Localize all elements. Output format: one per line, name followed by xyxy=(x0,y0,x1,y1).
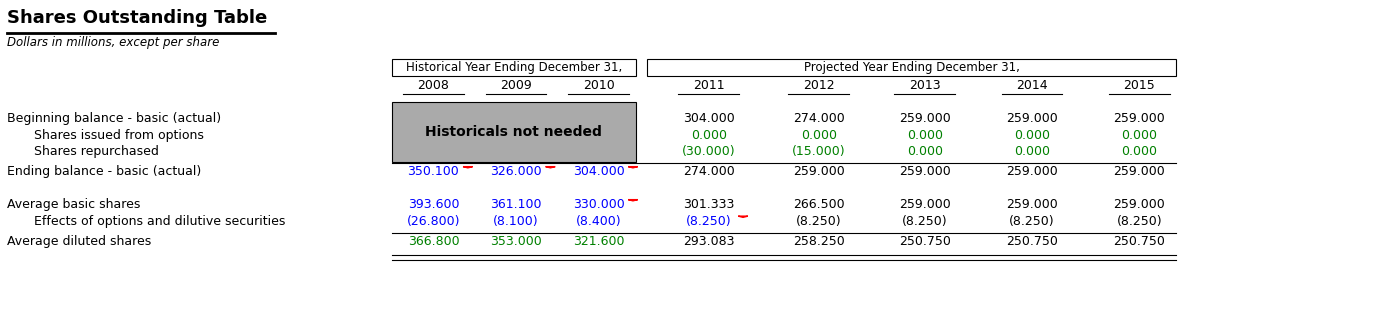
Text: 259.000: 259.000 xyxy=(1113,112,1165,125)
Text: 361.100: 361.100 xyxy=(490,198,542,211)
Text: 2015: 2015 xyxy=(1123,79,1156,92)
Text: 259.000: 259.000 xyxy=(1006,112,1058,125)
Text: 259.000: 259.000 xyxy=(899,198,951,211)
Polygon shape xyxy=(739,216,749,217)
Text: 0.000: 0.000 xyxy=(1121,145,1157,158)
Text: 0.000: 0.000 xyxy=(907,145,943,158)
Text: Shares Outstanding Table: Shares Outstanding Table xyxy=(7,9,267,27)
Text: 301.333: 301.333 xyxy=(682,198,735,211)
Text: 259.000: 259.000 xyxy=(899,112,951,125)
Text: 0.000: 0.000 xyxy=(801,129,837,142)
Bar xyxy=(392,59,636,76)
Text: (8.250): (8.250) xyxy=(1116,214,1163,228)
Text: 250.750: 250.750 xyxy=(1006,235,1058,248)
Text: 259.000: 259.000 xyxy=(1006,198,1058,211)
Text: 366.800: 366.800 xyxy=(407,235,460,248)
Text: Beginning balance - basic (actual): Beginning balance - basic (actual) xyxy=(7,112,222,125)
Text: Effects of options and dilutive securities: Effects of options and dilutive securiti… xyxy=(34,214,286,228)
Polygon shape xyxy=(545,167,556,168)
Text: 353.000: 353.000 xyxy=(490,235,542,248)
Text: 0.000: 0.000 xyxy=(691,129,727,142)
Text: 330.000: 330.000 xyxy=(572,198,625,211)
Text: Historical Year Ending December 31,: Historical Year Ending December 31, xyxy=(406,61,622,74)
Text: 350.100: 350.100 xyxy=(407,165,460,178)
Text: 0.000: 0.000 xyxy=(1121,129,1157,142)
Text: Ending balance - basic (actual): Ending balance - basic (actual) xyxy=(7,165,201,178)
Text: Average diluted shares: Average diluted shares xyxy=(7,235,151,248)
Text: 2012: 2012 xyxy=(804,79,834,92)
Text: (8.400): (8.400) xyxy=(575,214,622,228)
Text: 2009: 2009 xyxy=(499,79,533,92)
Text: (26.800): (26.800) xyxy=(407,214,460,228)
Text: 259.000: 259.000 xyxy=(1006,165,1058,178)
Text: (8.250): (8.250) xyxy=(795,214,842,228)
Text: 2011: 2011 xyxy=(694,79,724,92)
Bar xyxy=(647,59,1176,76)
Text: Historicals not needed: Historicals not needed xyxy=(425,125,603,139)
Text: 0.000: 0.000 xyxy=(907,129,943,142)
Text: 293.083: 293.083 xyxy=(682,235,735,248)
Text: 321.600: 321.600 xyxy=(572,235,625,248)
Text: 274.000: 274.000 xyxy=(793,112,845,125)
Text: (15.000): (15.000) xyxy=(793,145,845,158)
Text: 2008: 2008 xyxy=(417,79,450,92)
Text: Dollars in millions, except per share: Dollars in millions, except per share xyxy=(7,36,219,49)
Text: Projected Year Ending December 31,: Projected Year Ending December 31, xyxy=(804,61,1020,74)
Text: 259.000: 259.000 xyxy=(899,165,951,178)
Text: 393.600: 393.600 xyxy=(407,198,460,211)
Bar xyxy=(392,102,636,162)
Polygon shape xyxy=(627,167,638,168)
Text: 250.750: 250.750 xyxy=(1113,235,1165,248)
Text: Shares repurchased: Shares repurchased xyxy=(34,145,160,158)
Text: 2010: 2010 xyxy=(582,79,615,92)
Text: 0.000: 0.000 xyxy=(1014,145,1050,158)
Text: 2014: 2014 xyxy=(1017,79,1047,92)
Text: 259.000: 259.000 xyxy=(793,165,845,178)
Text: 0.000: 0.000 xyxy=(1014,129,1050,142)
Text: (8.250): (8.250) xyxy=(685,214,732,228)
Polygon shape xyxy=(627,200,638,201)
Text: (8.250): (8.250) xyxy=(901,214,948,228)
Text: 304.000: 304.000 xyxy=(682,112,735,125)
Text: 250.750: 250.750 xyxy=(899,235,951,248)
Text: 259.000: 259.000 xyxy=(1113,165,1165,178)
Text: (8.100): (8.100) xyxy=(493,214,539,228)
Text: 258.250: 258.250 xyxy=(793,235,845,248)
Text: (8.250): (8.250) xyxy=(1009,214,1055,228)
Text: 259.000: 259.000 xyxy=(1113,198,1165,211)
Text: 304.000: 304.000 xyxy=(572,165,625,178)
Text: 2013: 2013 xyxy=(910,79,940,92)
Text: Average basic shares: Average basic shares xyxy=(7,198,140,211)
Text: Shares issued from options: Shares issued from options xyxy=(34,129,204,142)
Text: (30.000): (30.000) xyxy=(682,145,735,158)
Text: 274.000: 274.000 xyxy=(682,165,735,178)
Text: 326.000: 326.000 xyxy=(490,165,542,178)
Polygon shape xyxy=(462,167,473,168)
Text: 266.500: 266.500 xyxy=(793,198,845,211)
